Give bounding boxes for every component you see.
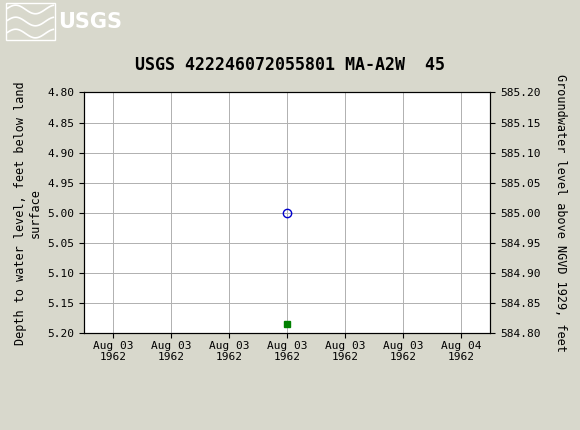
Legend: Period of approved data: Period of approved data xyxy=(179,429,396,430)
Text: USGS 422246072055801 MA-A2W  45: USGS 422246072055801 MA-A2W 45 xyxy=(135,56,445,74)
Y-axis label: Depth to water level, feet below land
surface: Depth to water level, feet below land su… xyxy=(14,81,42,345)
Bar xyxy=(6,3,55,40)
Y-axis label: Groundwater level above NGVD 1929, feet: Groundwater level above NGVD 1929, feet xyxy=(554,74,567,352)
Text: USGS: USGS xyxy=(58,12,122,31)
